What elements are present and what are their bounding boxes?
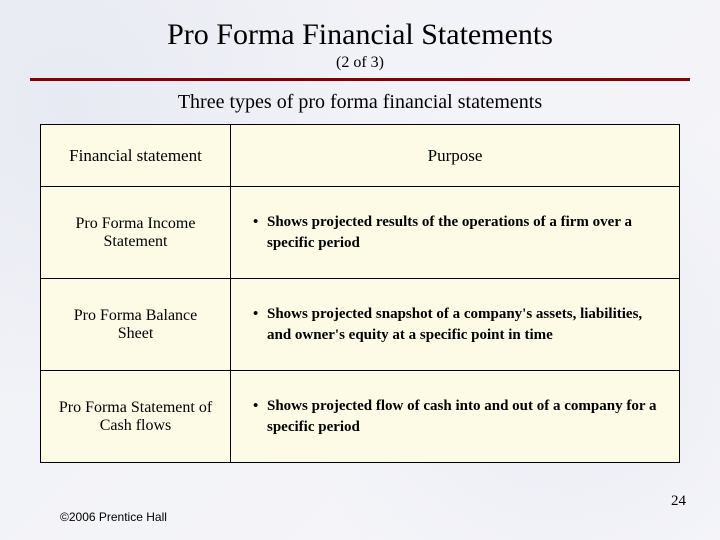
copyright-text: ©2006 Prentice Hall [60,510,167,524]
cell-statement: Pro Forma Balance Sheet [41,279,231,371]
col-header-statement: Financial statement [41,125,231,187]
statement-line2: Sheet [118,325,154,342]
statement-line2: Statement [104,233,168,250]
slide-subtitle: (2 of 3) [30,54,690,72]
col-header-purpose: Purpose [231,125,680,187]
table-row: Pro Forma Income Statement Shows project… [41,187,680,279]
statement-line2: Cash flows [100,417,172,434]
section-title: Three types of pro forma financial state… [30,91,690,114]
table-row: Pro Forma Balance Sheet Shows projected … [41,279,680,371]
statement-line1: Pro Forma Statement of [59,399,212,416]
cell-purpose: Shows projected flow of cash into and ou… [231,371,680,463]
statement-line1: Pro Forma Income [76,215,196,232]
table-row: Pro Forma Statement of Cash flows Shows … [41,371,680,463]
cell-purpose: Shows projected snapshot of a company's … [231,279,680,371]
table-header-row: Financial statement Purpose [41,125,680,187]
slide-title: Pro Forma Financial Statements [30,18,690,52]
cell-statement: Pro Forma Statement of Cash flows [41,371,231,463]
page-number: 24 [671,493,686,510]
purpose-bullet: Shows projected flow of cash into and ou… [253,396,665,437]
cell-purpose: Shows projected results of the operation… [231,187,680,279]
purpose-bullet: Shows projected snapshot of a company's … [253,304,665,345]
statement-line1: Pro Forma Balance [74,307,198,324]
statements-table: Financial statement Purpose Pro Forma In… [40,124,680,463]
title-rule [30,78,690,81]
purpose-bullet: Shows projected results of the operation… [253,212,665,253]
cell-statement: Pro Forma Income Statement [41,187,231,279]
